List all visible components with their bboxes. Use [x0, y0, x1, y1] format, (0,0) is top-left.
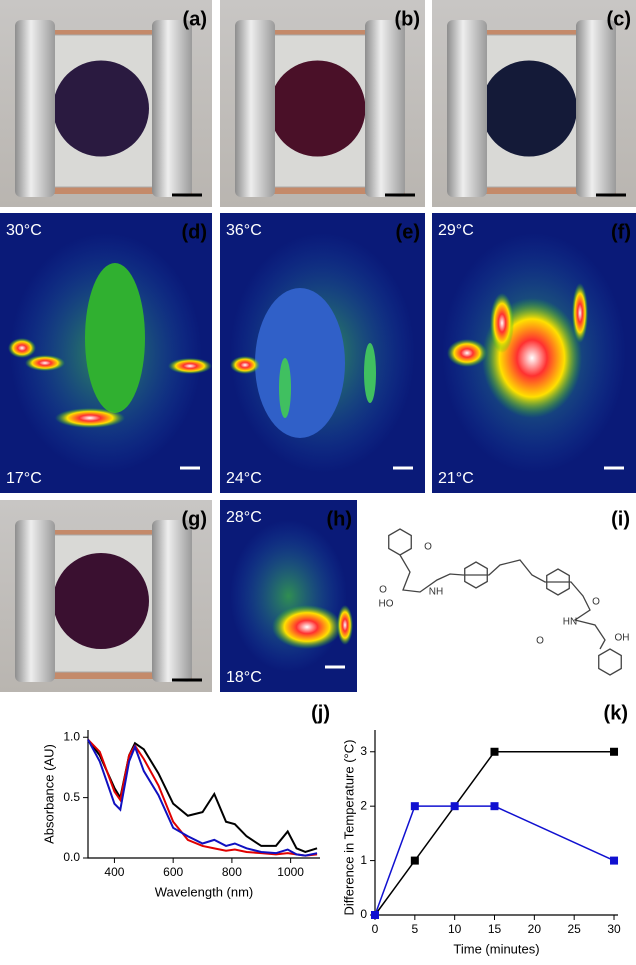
x-tick-label: 1000 [277, 865, 304, 879]
x-tick-label: 0 [372, 922, 379, 936]
min-temperature: 24°C [226, 470, 262, 487]
data-point [451, 802, 459, 810]
film-disc [270, 61, 366, 157]
min-temperature: 18°C [226, 669, 262, 686]
hot-spot [279, 358, 291, 418]
x-tick-label: 10 [448, 922, 462, 936]
hot-spot [55, 408, 125, 428]
hot-spot [255, 288, 345, 438]
clip [365, 20, 405, 197]
clip [235, 20, 275, 197]
panel-label: (c) [607, 8, 631, 30]
x-tick-label: 25 [568, 922, 582, 936]
hot-spot [490, 293, 514, 353]
x-axis-label: Wavelength (nm) [155, 884, 254, 899]
data-point [371, 911, 379, 919]
min-temperature: 17°C [6, 470, 42, 487]
data-point [491, 748, 499, 756]
panel-label: (h) [326, 508, 352, 530]
axis [375, 730, 618, 915]
hot-spot [25, 355, 65, 371]
x-tick-label: 400 [104, 865, 124, 879]
panel-label: (g) [181, 508, 207, 530]
y-tick-label: 1 [360, 853, 367, 867]
x-tick-label: 5 [411, 922, 418, 936]
atom-label: O [592, 597, 600, 608]
clip [152, 520, 192, 682]
panel-label: (j) [311, 702, 330, 724]
data-point [610, 748, 618, 756]
atom-label: HO [379, 599, 394, 610]
series-line [375, 752, 614, 915]
max-temperature: 28°C [226, 509, 262, 526]
atom-label: O [536, 636, 544, 647]
panel-label: (k) [604, 702, 628, 724]
panel-label: (a) [183, 8, 207, 30]
thermal-glow [230, 520, 347, 672]
hot-spot [572, 283, 588, 343]
panel-label: (i) [611, 508, 630, 530]
panel-label: (d) [181, 221, 207, 243]
y-tick-label: 2 [360, 798, 367, 812]
y-tick-label: 0 [360, 907, 367, 921]
max-temperature: 29°C [438, 222, 474, 239]
x-axis-label: Time (minutes) [453, 941, 539, 956]
data-point [610, 857, 618, 865]
y-tick-label: 0.0 [63, 850, 80, 864]
benzene-ring [599, 649, 622, 675]
film-disc [481, 61, 577, 157]
atom-label: O [379, 585, 387, 596]
film-disc [53, 61, 149, 157]
panel-label: (e) [396, 221, 420, 243]
x-tick-label: 30 [607, 922, 621, 936]
clip [447, 20, 487, 197]
bonds [400, 555, 605, 649]
atom-label: HN [563, 617, 577, 628]
min-temperature: 21°C [438, 470, 474, 487]
y-tick-label: 1.0 [63, 729, 80, 743]
figure: (a) (b) (c) (g) (d) 30°C 17°C (e) 36°C 24°C (f) 29°… [0, 0, 636, 965]
hot-spot [272, 605, 342, 649]
x-tick-label: 15 [488, 922, 502, 936]
y-axis-label: Difference in Temperature (°C) [341, 740, 356, 916]
data-point [411, 857, 419, 865]
max-temperature: 36°C [226, 222, 262, 239]
atom-label: O [424, 542, 432, 553]
x-tick-label: 20 [528, 922, 542, 936]
hot-spot [447, 339, 487, 367]
clip [15, 520, 55, 682]
panel-label: (b) [394, 8, 420, 30]
hot-spot [168, 358, 212, 374]
clip [152, 20, 192, 197]
hot-spot [337, 605, 353, 645]
hot-spot [364, 343, 376, 403]
max-temperature: 30°C [6, 222, 42, 239]
film-disc [53, 553, 149, 649]
clip [576, 20, 616, 197]
benzene-ring [389, 529, 412, 555]
y-tick-label: 3 [360, 744, 367, 758]
data-point [411, 802, 419, 810]
hot-spot [85, 263, 145, 413]
hot-spot [230, 356, 260, 374]
x-tick-label: 600 [163, 865, 183, 879]
clip [15, 20, 55, 197]
y-axis-label: Absorbance (AU) [41, 744, 56, 844]
data-point [491, 802, 499, 810]
atom-label: NH [429, 587, 443, 598]
x-tick-label: 800 [222, 865, 242, 879]
atom-label: OH [615, 633, 630, 644]
panel-label: (f) [611, 221, 631, 243]
y-tick-label: 0.5 [63, 790, 80, 804]
hot-spot [8, 338, 36, 358]
